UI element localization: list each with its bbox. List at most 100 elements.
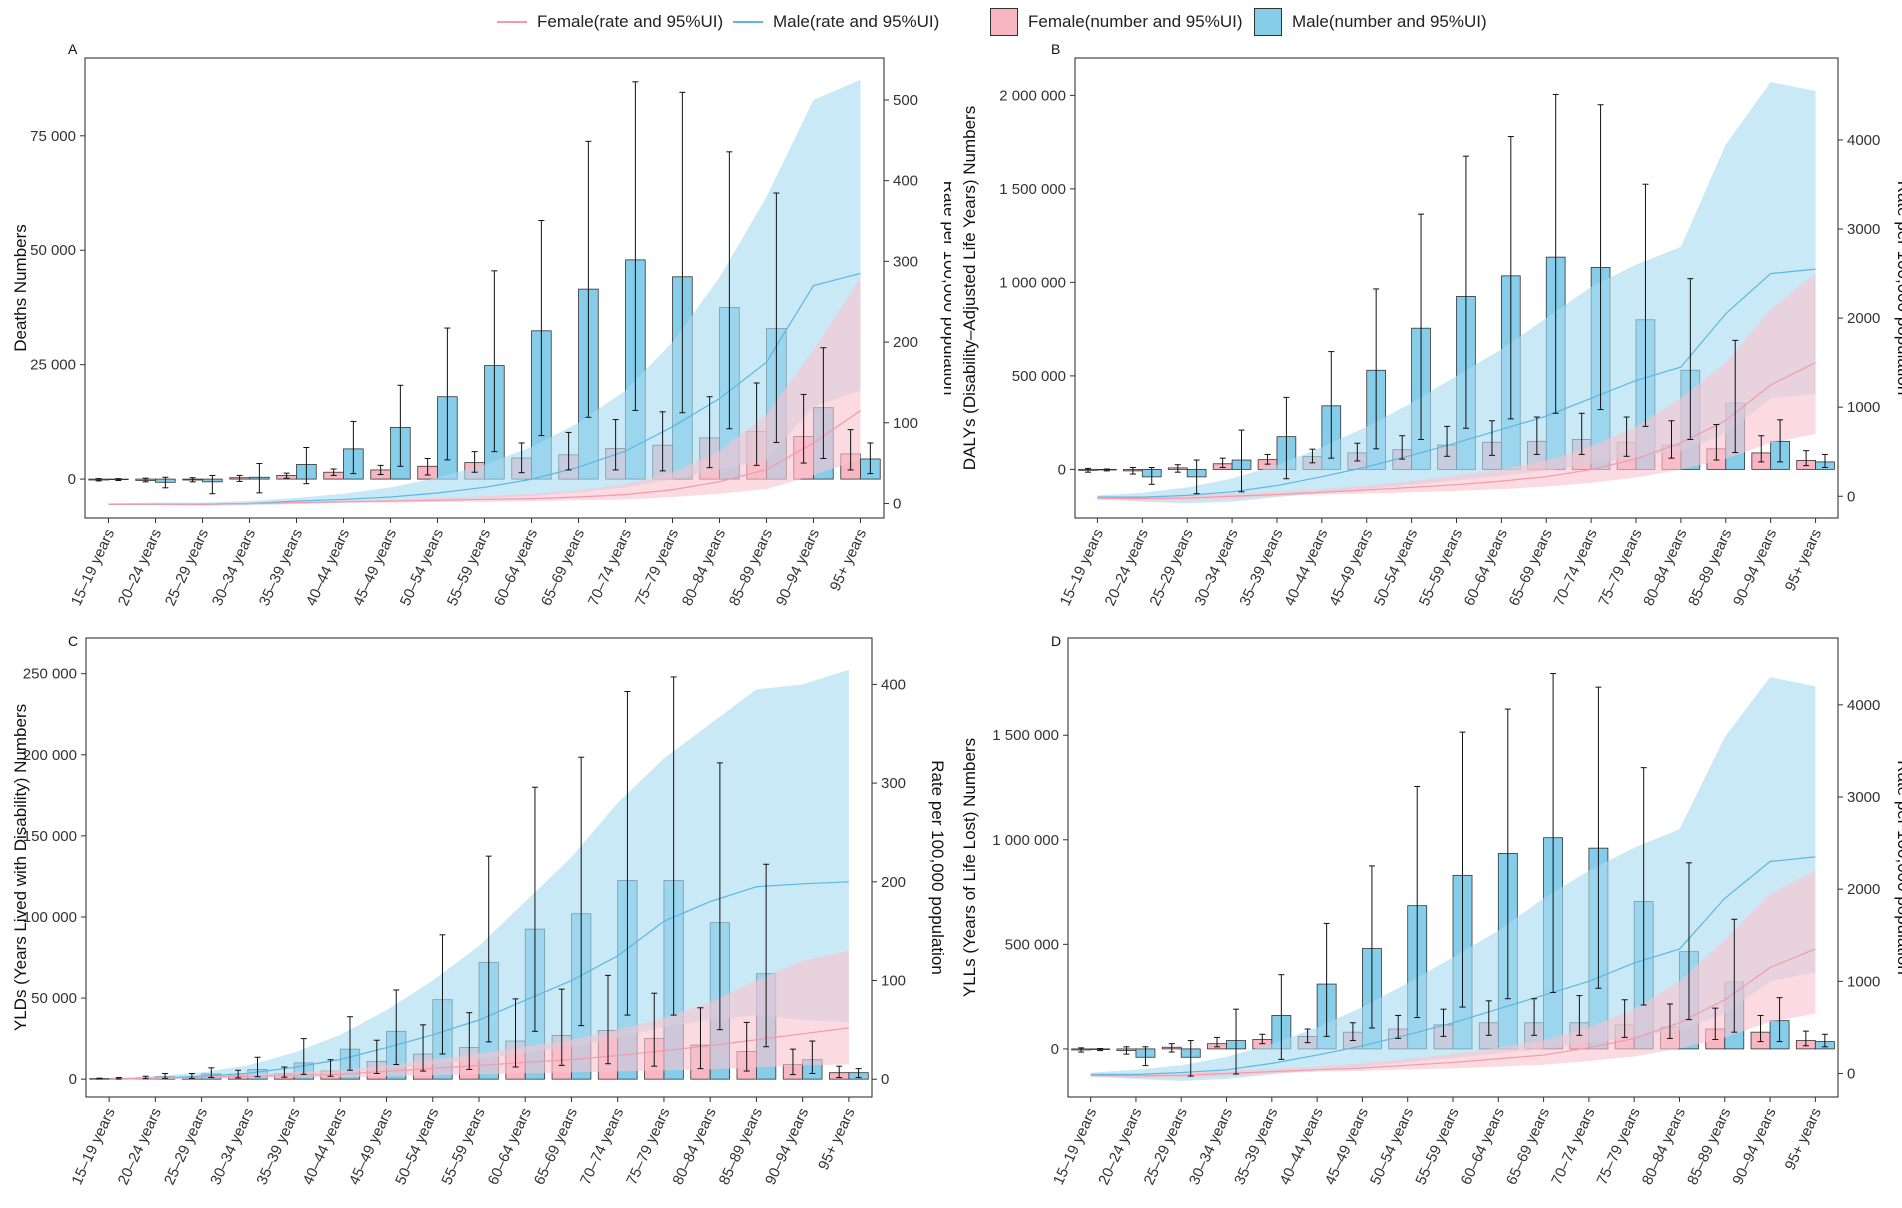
y-tick-label: 150 000 (23, 828, 77, 845)
male-rate-band (108, 79, 861, 506)
x-tick-label: 85–89 years (726, 527, 776, 609)
legend-female-number-label: Female(number and 95%UI) (1028, 12, 1243, 31)
x-tick-label: 85–89 years (1684, 1106, 1734, 1188)
x-tick-label: 80–84 years (1639, 1106, 1689, 1188)
x-tick-label: 15–19 years (68, 527, 118, 609)
x-tick-label: 35–39 years (1231, 1106, 1281, 1188)
panel-a-deaths: A 0 25 000 50 000 75 000 0 100 200 300 400 500 15–1… (11, 44, 951, 609)
x-tick-label: 90–94 years (1730, 527, 1780, 609)
y-tick-label: 25 000 (30, 357, 76, 374)
x-tick-label: 75–79 years (623, 1106, 673, 1188)
y2-tick-label: 0 (1847, 488, 1855, 505)
x-tick-label: 70–74 years (1550, 527, 1600, 609)
y-axis-title: YLDs (Years Lived with Disability) Numbe… (11, 704, 30, 1031)
x-tick-label: 55–59 years (1412, 1106, 1462, 1188)
x-tick-label: 45–49 years (350, 527, 400, 609)
x-tick-label: 15–19 years (68, 1106, 118, 1188)
x-tick-label: 95+ years (827, 527, 870, 594)
x-tick-label: 50–54 years (1367, 1106, 1417, 1188)
y2-tick-label: 2000 (1847, 881, 1880, 898)
y-tick-label: 1 000 000 (992, 832, 1059, 849)
x-tick-label: 85–89 years (716, 1106, 766, 1188)
x-tick-label: 20–24 years (115, 527, 165, 609)
x-tick-label: 40–44 years (1276, 1106, 1326, 1188)
y2-tick-label: 2000 (1847, 310, 1880, 327)
y-tick-label: 2 000 000 (999, 87, 1066, 104)
x-tick-label: 60–64 years (485, 1106, 535, 1188)
panel-letter: A (68, 44, 78, 57)
y-tick-label: 250 000 (23, 666, 77, 683)
x-tick-label: 30–34 years (1191, 527, 1241, 609)
x-tick-label: 95+ years (1782, 1106, 1825, 1173)
legend-female-rate: Female(rate and 95%UI) (497, 10, 723, 34)
y-tick-label: 50 000 (30, 242, 76, 259)
y2-axis-title: Rate per 100,000 population (940, 181, 951, 396)
y-tick-label: 75 000 (30, 128, 76, 145)
female-rate-line (1090, 948, 1816, 1077)
x-tick-label: 80–84 years (1640, 527, 1690, 609)
x-tick-label: 95+ years (815, 1106, 858, 1173)
x-tick-label: 45–49 years (1322, 1106, 1372, 1188)
x-tick-label: 75–79 years (632, 527, 682, 609)
x-tick-label: 45–49 years (1326, 527, 1376, 609)
y-tick-label: 200 000 (23, 747, 77, 764)
y2-tick-label: 0 (1847, 1065, 1855, 1082)
plot-area (89, 669, 869, 1080)
x-tick-label: 30–34 years (207, 1106, 257, 1188)
y-tick-label: 100 000 (23, 909, 77, 926)
x-tick-label: 40–44 years (303, 527, 353, 609)
x-tick-label: 60–64 years (1461, 527, 1511, 609)
x-tick-label: 60–64 years (1458, 1106, 1508, 1188)
y2-tick-label: 300 (893, 253, 918, 270)
x-tick-label: 90–94 years (1729, 1106, 1779, 1188)
x-tick-label: 50–54 years (397, 527, 447, 609)
y2-tick-label: 0 (881, 1071, 889, 1088)
y2-tick-label: 200 (881, 874, 906, 891)
x-tick-label: 30–34 years (1186, 1106, 1236, 1188)
legend-female-number-box-icon (990, 8, 1018, 36)
plot-area (1078, 82, 1835, 504)
y-tick-label: 1 000 000 (999, 274, 1066, 291)
x-tick-label: 45–49 years (346, 1106, 396, 1188)
plot-area (1071, 673, 1835, 1081)
x-tick-label: 70–74 years (577, 1106, 627, 1188)
x-tick-label: 65–69 years (1503, 1106, 1553, 1188)
legend-male-number: Male(number and 95%UI) (1254, 8, 1487, 36)
x-tick-label: 90–94 years (773, 527, 823, 609)
plot-area (88, 79, 881, 506)
y2-tick-label: 4000 (1847, 697, 1880, 714)
y-axis-title: YLLs (Years of Life Lost) Numbers (960, 738, 979, 997)
x-tick-label: 50–54 years (1371, 527, 1421, 609)
legend-male-rate-line-icon (733, 21, 763, 23)
x-tick-label: 70–74 years (585, 527, 635, 609)
male-rate-line (109, 881, 849, 1080)
y2-axis-title: Rate per 100,000 population (1894, 760, 1902, 975)
y2-axis-title: Rate per 100,000 population (928, 760, 947, 975)
y2-tick-label: 400 (881, 676, 906, 693)
panel-b-dalys: B 0 500 000 1 000 000 1 500 000 2 000 000 0 100… (960, 44, 1902, 609)
x-tick-label: 75–79 years (1595, 527, 1645, 609)
x-tick-label: 40–44 years (1281, 527, 1331, 609)
legend-male-rate-label: Male(rate and 95%UI) (773, 12, 940, 31)
female-rate-band (109, 950, 849, 1080)
x-tick-label: 75–79 years (1594, 1106, 1644, 1188)
female-rate-band (1090, 870, 1816, 1079)
y2-tick-label: 3000 (1847, 221, 1880, 238)
panel-letter: C (68, 634, 78, 649)
y2-tick-label: 1000 (1847, 973, 1880, 990)
x-tick-label: 20–24 years (1102, 527, 1152, 609)
x-tick-label: 25–29 years (161, 1106, 211, 1188)
y-tick-label: 0 (69, 1071, 77, 1088)
panel-letter: B (1051, 44, 1060, 57)
x-tick-label: 65–69 years (1506, 527, 1556, 609)
y2-tick-label: 1000 (1847, 399, 1880, 416)
x-tick-label: 25–29 years (1141, 1106, 1191, 1188)
legend-female-rate-label: Female(rate and 95%UI) (537, 12, 724, 31)
y-tick-label: 1 500 000 (999, 181, 1066, 198)
y2-tick-label: 100 (881, 973, 906, 990)
male-rate-band (1090, 677, 1816, 1081)
y-tick-label: 500 000 (1012, 368, 1066, 385)
y-tick-label: 1 500 000 (992, 727, 1059, 744)
x-tick-label: 35–39 years (1236, 527, 1286, 609)
y2-tick-label: 0 (893, 495, 901, 512)
